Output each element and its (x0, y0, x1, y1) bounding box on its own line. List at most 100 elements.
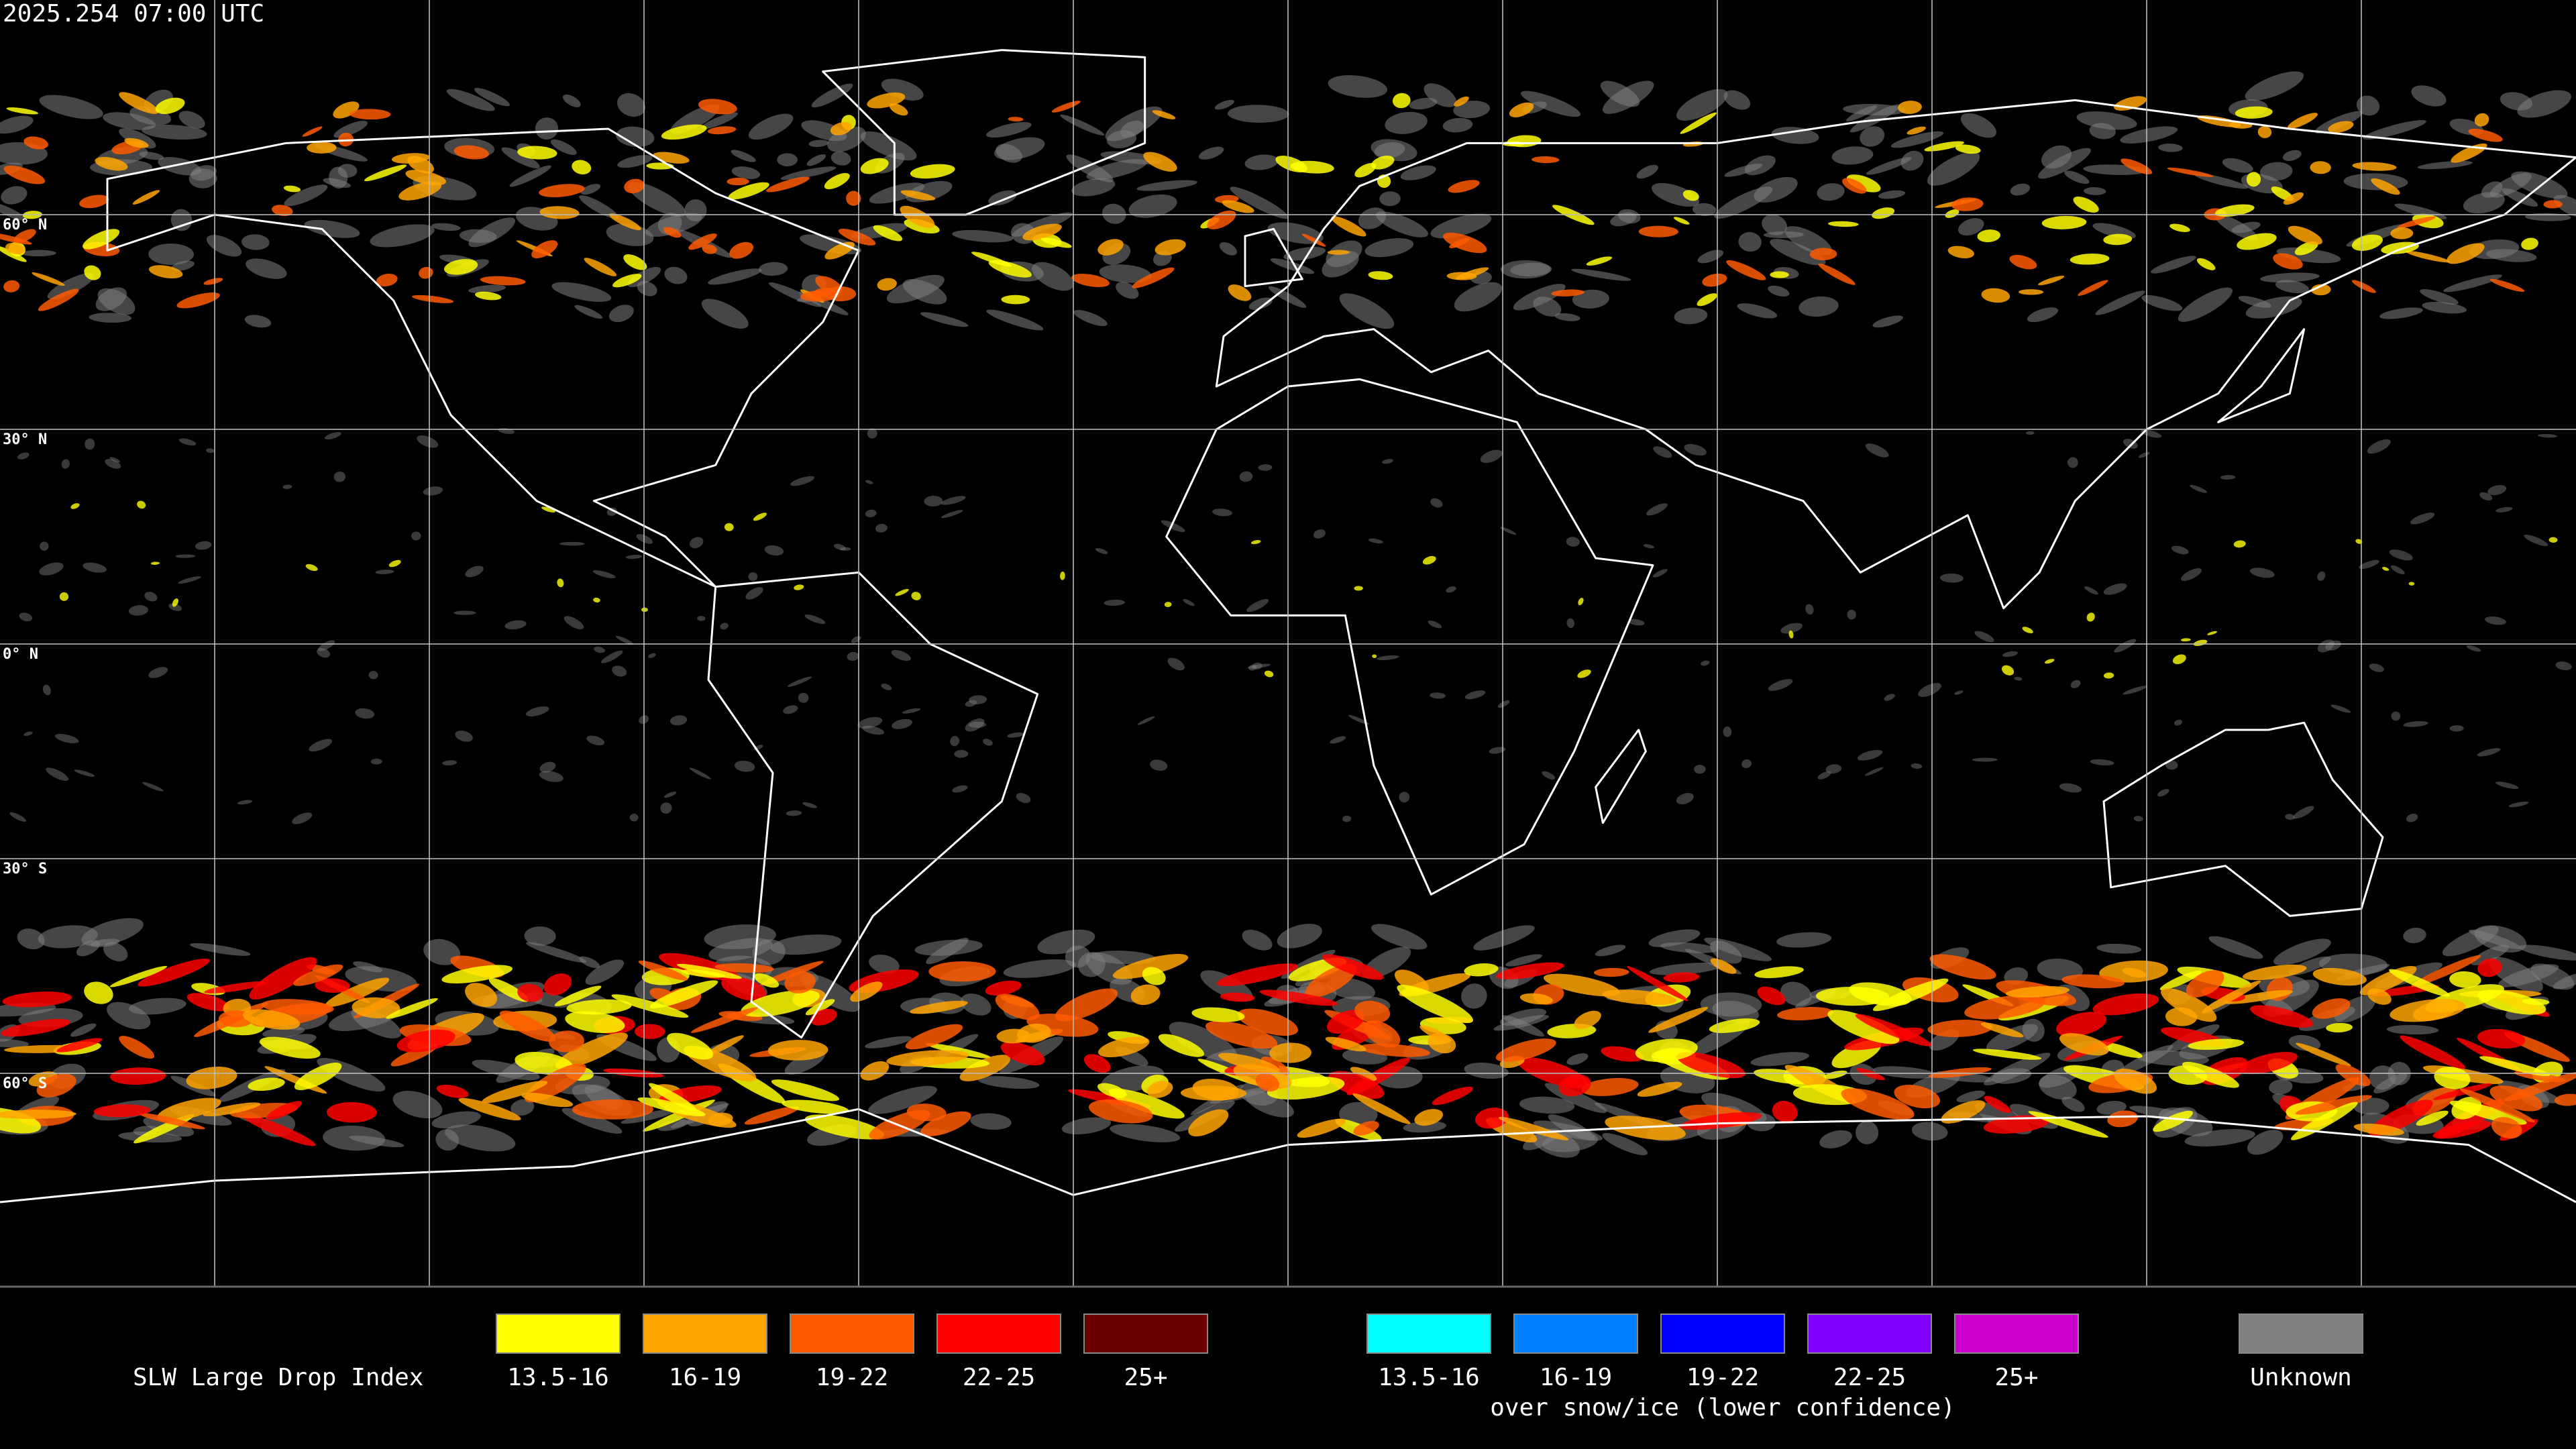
cloud-patch (1142, 967, 1166, 985)
cloud-patch (2283, 192, 2304, 205)
cloud-patch (2158, 1108, 2213, 1136)
legend-label: Unknown (2250, 1364, 2352, 1391)
cloud-patch (23, 136, 48, 150)
cloud-patch (89, 313, 132, 323)
cloud-patch (1430, 213, 1492, 239)
cloud-patch (1379, 191, 1401, 207)
cloud-patch (2367, 439, 2391, 454)
cloud-patch (325, 977, 390, 1008)
cloud-patch (1227, 105, 1289, 123)
cloud-patch (1566, 1053, 1589, 1065)
cloud-patch (1112, 954, 1189, 979)
cloud-patch (2044, 659, 2055, 664)
cloud-patch (266, 1101, 303, 1120)
cloud-patch (1866, 157, 1912, 175)
cloud-patch (1161, 520, 1185, 533)
cloud-patch (352, 997, 400, 1018)
graticule: 60° N 30° N 0° N 30° S 60° S (0, 0, 2576, 1287)
cloud-patch (2330, 704, 2351, 713)
cloud-patch (517, 983, 543, 1002)
cloud-patch (611, 994, 689, 1018)
cloud-patch (2157, 789, 2169, 797)
cloud-patch (1519, 1096, 1575, 1114)
cloud-patch (504, 620, 527, 630)
cloud-patch (559, 541, 585, 546)
cloud-patch (760, 961, 824, 985)
cloud-patch (767, 1040, 828, 1061)
cloud-patch (526, 942, 587, 963)
cloud-patch (396, 1029, 455, 1053)
cloud-patch (2288, 225, 2322, 245)
cloud-patch (985, 980, 1022, 996)
cloud-patch (2208, 936, 2263, 959)
cloud-patch (681, 969, 725, 978)
cloud-patch (148, 265, 183, 279)
cloud-patch (1628, 619, 1645, 626)
cloud-patch (965, 718, 985, 732)
cloud-patch (1663, 972, 1700, 983)
cloud-patch (902, 708, 921, 714)
cloud-patch (1992, 1068, 2032, 1084)
cloud-patch (1128, 194, 1177, 218)
cloud-patch (960, 994, 991, 1016)
cloud-patch (1650, 963, 1722, 975)
cloud-patch (771, 1079, 840, 1102)
cloud-patch (910, 1000, 968, 1014)
cloud-patch (2055, 1012, 2107, 1037)
cloud-patch (1040, 237, 1072, 248)
legend-swatch (1513, 1313, 1638, 1354)
cloud-patch (1507, 135, 1542, 148)
cloud-layer (0, 71, 2576, 1158)
cloud-patch (720, 623, 729, 630)
cloud-patch (376, 273, 398, 287)
cloud-patch (1757, 986, 1786, 1006)
cloud-patch (2353, 1123, 2404, 1136)
cloud-patch (105, 459, 121, 469)
cloud-patch (727, 177, 749, 186)
cloud-patch (1258, 464, 1273, 471)
cloud-patch (2403, 720, 2428, 727)
cloud-patch (262, 1026, 305, 1038)
cloud-patch (1216, 963, 1298, 987)
cloud-patch (2005, 985, 2070, 998)
cloud-patch (543, 973, 572, 996)
cloud-patch (2174, 719, 2182, 726)
cloud-patch (1001, 294, 1030, 305)
cloud-patch (2522, 998, 2550, 1006)
cloud-patch (441, 965, 513, 983)
cloud-patch (1330, 736, 1346, 744)
cloud-patch (1788, 630, 1794, 639)
cloud-patch (2432, 1120, 2491, 1139)
cloud-patch (324, 432, 341, 440)
cloud-patch (2250, 1005, 2314, 1028)
cloud-patch (2422, 301, 2467, 314)
cloud-patch (1130, 984, 1161, 1006)
cloud-patch (446, 89, 495, 111)
cloud-patch (444, 259, 478, 275)
cloud-patch (926, 937, 969, 965)
cloud-patch (764, 545, 784, 556)
cloud-patch (142, 124, 207, 140)
cloud-patch (1676, 89, 1728, 121)
cloud-patch (580, 184, 601, 195)
cloud-patch (661, 124, 707, 140)
cloud-patch (2123, 686, 2147, 695)
cloud-patch (1754, 1069, 1813, 1085)
cloud-patch (501, 147, 540, 169)
cloud-patch (2434, 1067, 2471, 1089)
cloud-patch (1780, 981, 1812, 1006)
cloud-patch (728, 182, 769, 200)
cloud-patch (539, 761, 556, 773)
cloud-patch (811, 83, 853, 108)
cloud-patch (2381, 567, 2390, 571)
legend-caption: over snow/ice (lower confidence) (1490, 1394, 1955, 1421)
cloud-patch (637, 1097, 706, 1117)
cloud-patch (1509, 102, 1534, 117)
cloud-patch (42, 684, 51, 696)
cloud-patch (2481, 181, 2503, 198)
cloud-patch (1646, 503, 1668, 516)
cloud-patch (1558, 1074, 1591, 1097)
cloud-patch (1768, 285, 1790, 297)
cloud-patch (959, 1055, 1011, 1081)
